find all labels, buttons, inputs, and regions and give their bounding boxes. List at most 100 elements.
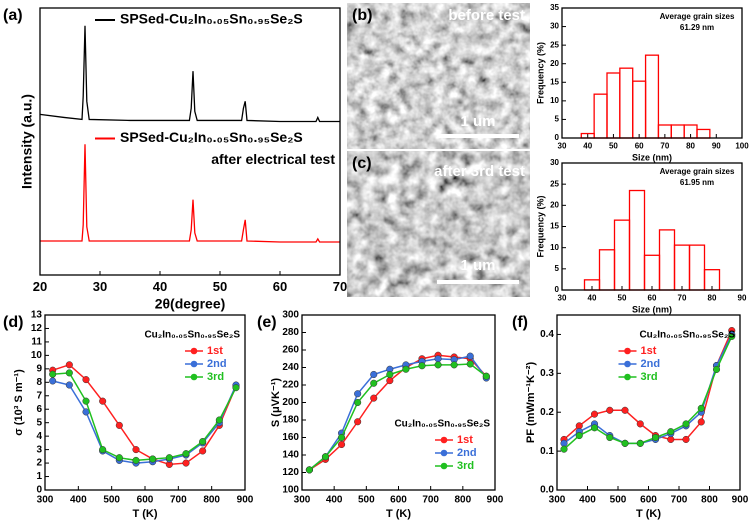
- x-tick-label: 300: [37, 495, 54, 506]
- x-tick-label: 80: [708, 294, 717, 303]
- data-point: [697, 418, 705, 426]
- scale-bar: [437, 134, 519, 138]
- histogram-bar: [658, 229, 676, 291]
- x-tick-label: 40: [588, 294, 597, 303]
- data-point: [575, 432, 583, 440]
- data-point: [354, 398, 362, 407]
- y-tick-label: 160: [282, 432, 299, 443]
- y-tick-label: 0.4: [540, 329, 554, 340]
- x-tick-label: 40: [583, 142, 592, 151]
- data-point: [418, 362, 426, 370]
- x-tick-label: 80: [686, 142, 695, 151]
- y-axis-label: σ (10³ S m⁻¹): [13, 369, 25, 436]
- data-point: [215, 416, 223, 424]
- plot-frame: [561, 7, 743, 139]
- x-tick-label: 400: [326, 495, 343, 506]
- plot-frame: [301, 314, 496, 491]
- data-point: [115, 454, 123, 462]
- data-point: [621, 439, 629, 447]
- data-point: [621, 406, 629, 414]
- x-tick-label: 60: [273, 279, 287, 294]
- y-tick-label: 120: [282, 467, 299, 478]
- x-tick-label: 300: [549, 495, 566, 506]
- histogram-bar: [606, 72, 621, 139]
- sem-picture: [347, 3, 530, 149]
- x-tick-label: 30: [558, 142, 567, 151]
- scale-bar: [437, 280, 519, 284]
- data-point: [590, 424, 599, 432]
- data-point: [132, 456, 140, 464]
- data-point: [434, 355, 442, 363]
- legend-label: 2nd: [207, 358, 227, 370]
- y-tick-label: 220: [282, 380, 299, 391]
- histogram-bar: [619, 67, 634, 139]
- y-tick-label: 2: [36, 458, 42, 469]
- chart-panel: (a) 20 30 40 50 60 70 2θ(degree) Intensity (a.u.…: [3, 7, 347, 311]
- x-tick-label: 40: [153, 279, 167, 294]
- x-tick-label: 600: [390, 495, 407, 506]
- histogram-bar: [643, 254, 661, 291]
- data-point: [165, 454, 173, 462]
- y-tick-label: 25: [550, 40, 559, 49]
- histogram-bar: [688, 244, 706, 291]
- data-point: [370, 370, 378, 379]
- data-point: [338, 433, 346, 442]
- y-tick-label: 35: [550, 3, 559, 12]
- sem-picture: [347, 151, 530, 297]
- data-point: [560, 445, 568, 453]
- annotation: Average grain sizes: [660, 167, 735, 176]
- y-tick-label: 15: [550, 77, 559, 86]
- y-tick-label: 25: [550, 179, 559, 188]
- x-tick-label: 600: [640, 495, 657, 506]
- panel-label: (e): [257, 314, 277, 331]
- legend-marker: [440, 436, 448, 444]
- data-point: [402, 365, 410, 373]
- image-caption: after 3rd test: [434, 163, 525, 180]
- y-tick-label: 11: [31, 337, 42, 348]
- data-point: [49, 370, 57, 378]
- legend-label: 3rd: [207, 371, 224, 383]
- chart-title: Cu₂In₀.₀₅Sn₀.₉₅Se₂S: [639, 330, 735, 341]
- chart-panel: 30 40 50 60 70 80 90 100 0 5 10 15 20 25 30 35 Size (nm)…: [536, 3, 750, 162]
- legend-marker: [624, 360, 631, 368]
- panel-label: (d): [3, 314, 23, 331]
- y-tick-label: 20: [550, 200, 559, 209]
- data-point: [370, 394, 378, 402]
- y-tick-label: 200: [282, 397, 299, 408]
- plot-frame: [39, 7, 341, 276]
- histogram-bar: [644, 54, 660, 139]
- legend-marker: [440, 462, 448, 470]
- annotation: 61.29 nm: [680, 23, 714, 32]
- x-tick-label: 50: [213, 279, 227, 294]
- histogram-bar: [613, 219, 631, 291]
- chart-panel: (d)300 400 500 600 700 800 9000123456789101112…: [3, 310, 254, 520]
- sem-image-c: (c) after 3rd test 1 um: [347, 151, 530, 297]
- legend-label: 1st: [641, 345, 657, 357]
- x-tick-label: 400: [579, 495, 596, 506]
- data-point: [354, 418, 362, 426]
- data-point: [132, 446, 140, 454]
- y-tick-label: 0: [555, 285, 560, 294]
- legend-marker: [190, 360, 198, 368]
- chart-panel: (f) 300 400 500 600 700 800 900 0.0 0.1 0.2 0.3 0.4 T…: [512, 314, 749, 520]
- legend-label: 3rd: [641, 371, 658, 383]
- y-tick-label: 300: [282, 310, 299, 321]
- legend-label: 3rd: [457, 460, 474, 472]
- data-point: [65, 381, 73, 389]
- y-tick-label: 0: [555, 133, 560, 142]
- pattern-line: [39, 25, 340, 123]
- data-point: [697, 404, 705, 412]
- legend-marker: [190, 373, 198, 381]
- legend-marker: [624, 373, 631, 381]
- legend-label: 1st: [207, 345, 223, 357]
- histogram-bar: [598, 249, 616, 291]
- data-point: [450, 361, 458, 369]
- y-tick-label: 8: [36, 377, 42, 388]
- data-point: [115, 421, 123, 429]
- image-caption: before test: [448, 7, 525, 24]
- histogram-bar: [696, 128, 711, 139]
- data-point: [667, 428, 675, 436]
- y-tick-label: 10: [550, 243, 559, 252]
- data-point: [82, 376, 90, 384]
